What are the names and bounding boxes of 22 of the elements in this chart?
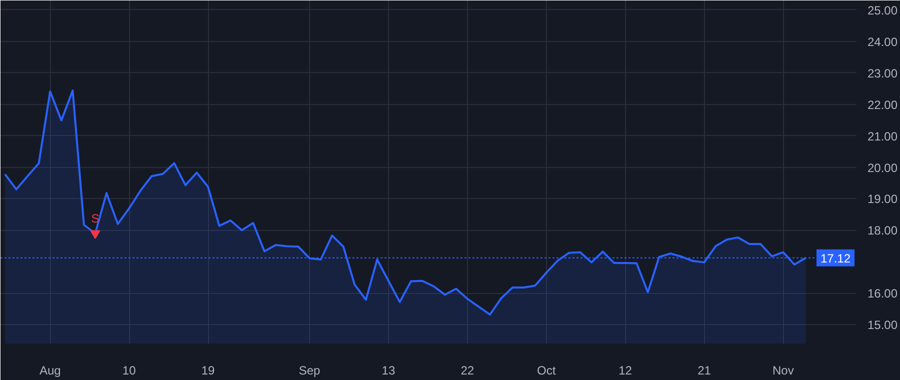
y-tick-label: 24.00 <box>868 34 898 49</box>
y-tick-label: 23.00 <box>868 66 898 80</box>
y-tick-label: 22.00 <box>868 98 898 112</box>
ref-line-label: 17.12 <box>820 251 851 266</box>
data-label: S <box>91 211 100 226</box>
x-tick-label: 13 <box>382 364 396 378</box>
x-tick-label: Sep <box>298 364 321 378</box>
x-tick-label: 22 <box>460 364 474 378</box>
y-tick-label: 18.00 <box>868 224 898 238</box>
x-tick-label: 12 <box>618 364 632 378</box>
y-tick-label: 20.00 <box>868 160 898 175</box>
y-tick-label: 16.00 <box>868 286 898 301</box>
y-tick-label: 19.00 <box>868 192 898 206</box>
y-tick-label: 25.00 <box>868 3 898 18</box>
y-tick-label: 21.00 <box>868 129 898 144</box>
x-tick-label: Oct <box>537 364 556 378</box>
x-tick-label: Aug <box>39 364 61 378</box>
x-tick-label: Nov <box>772 364 794 378</box>
y-tick-label: 15.00 <box>868 318 898 332</box>
x-tick-label: 10 <box>122 364 136 378</box>
x-tick-label: 21 <box>698 364 712 378</box>
x-tick-label: 19 <box>201 364 216 378</box>
